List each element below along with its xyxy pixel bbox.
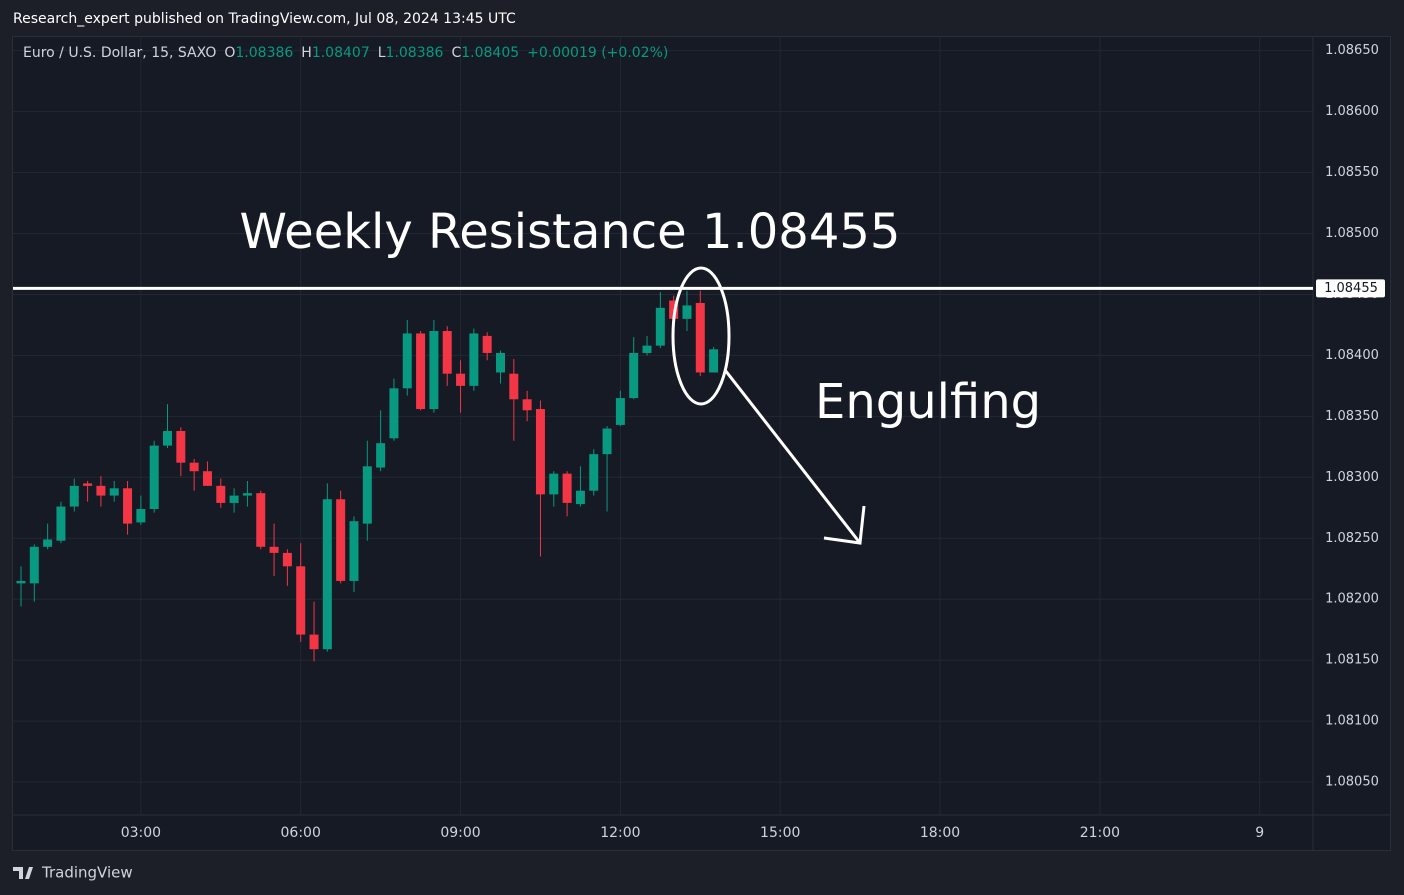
logo: TradingView	[13, 864, 133, 882]
candle-body	[615, 398, 625, 425]
candle-body	[549, 473, 559, 495]
x-tick-label: 9	[1255, 825, 1264, 841]
change: +0.00019 (+0.02%)	[527, 45, 668, 61]
y-tick-label: 1.08350	[1325, 409, 1379, 424]
candle-body	[389, 388, 399, 439]
candle-body	[29, 546, 39, 584]
y-tick-label: 1.08300	[1325, 470, 1379, 485]
symbol: Euro / U.S. Dollar, 15, SAXO	[23, 45, 216, 61]
candle-body	[496, 352, 505, 373]
candle-body	[83, 483, 93, 486]
x-tick-label: 12:00	[600, 825, 640, 841]
chart-panel	[12, 36, 1391, 851]
grid	[13, 36, 1313, 815]
candle-body	[522, 399, 532, 411]
pattern-label: Engulfing	[815, 374, 1041, 430]
y-tick-label: 1.08250	[1325, 531, 1379, 546]
candle-body	[589, 454, 599, 491]
candle-body	[136, 509, 146, 523]
candle-body	[575, 490, 585, 505]
candle-body	[336, 499, 346, 581]
price-tag-label: 1.08455	[1324, 281, 1378, 296]
y-tick-label: 1.08400	[1325, 348, 1379, 363]
candle-body	[456, 373, 466, 386]
candle-body	[642, 345, 652, 353]
candle-body	[709, 349, 719, 373]
x-tick-label: 09:00	[440, 825, 480, 841]
candle-body	[69, 485, 79, 507]
candle-body	[256, 493, 266, 547]
candle-body	[189, 462, 199, 472]
y-tick-label: 1.08100	[1325, 714, 1379, 729]
candle-body	[682, 305, 692, 319]
candle-body	[362, 466, 372, 524]
highlight-ellipse	[671, 266, 731, 406]
candle-body	[442, 331, 452, 374]
y-tick-label: 1.08500	[1325, 226, 1379, 241]
candle-body	[349, 521, 359, 581]
x-tick-label: 21:00	[1080, 825, 1120, 841]
logo-mark	[13, 867, 33, 879]
legend-label: H	[301, 45, 312, 61]
y-tick-label: 1.08550	[1325, 165, 1379, 180]
candle-body	[43, 539, 53, 547]
candle-body	[602, 428, 612, 455]
candle-body	[149, 445, 159, 510]
candle-body	[309, 634, 319, 650]
x-tick-label: 18:00	[920, 825, 960, 841]
candle-body	[322, 499, 332, 650]
candle-body	[469, 333, 479, 386]
candle-body	[695, 302, 705, 373]
candle-body	[509, 373, 519, 400]
candle-body	[482, 335, 492, 353]
candles	[16, 290, 719, 662]
arrow	[723, 369, 866, 545]
candle-body	[123, 488, 133, 524]
price-tag	[1316, 279, 1385, 298]
candle-body	[16, 580, 26, 584]
candle-body	[655, 307, 665, 346]
legend-label: L	[378, 45, 386, 61]
candle-body	[96, 485, 106, 496]
candle-body	[202, 471, 212, 486]
candle-body	[429, 331, 439, 410]
candle-body	[229, 495, 239, 503]
y-tick-label: 1.08650	[1325, 43, 1379, 58]
candle-body	[535, 409, 545, 495]
candle-body	[402, 333, 412, 389]
candle-body	[56, 506, 66, 541]
symbol-legend: Euro / U.S. Dollar, 15, SAXO O1.08386 H1.0…	[23, 45, 668, 61]
legend-value: 1.08386	[386, 45, 444, 61]
candle-body	[163, 430, 173, 446]
candle-body	[376, 443, 386, 468]
legend-value: 1.08407	[312, 45, 370, 61]
y-tick-label: 1.08600	[1325, 104, 1379, 119]
y-tick-label: 1.08150	[1325, 653, 1379, 668]
legend-value: 1.08405	[461, 45, 519, 61]
legend-value: 1.08386	[235, 45, 293, 61]
candle-body	[416, 333, 426, 410]
candle-body	[269, 546, 279, 553]
x-tick-label: 15:00	[760, 825, 800, 841]
candle-body	[109, 488, 119, 496]
y-tick-label: 1.08200	[1325, 592, 1379, 607]
candle-body	[562, 473, 572, 503]
attribution: Research_expert published on TradingView…	[13, 11, 516, 27]
y-tick-label: 1.08050	[1325, 775, 1379, 790]
candle-body	[296, 566, 306, 635]
candle-body	[282, 552, 292, 567]
legend-label: O	[224, 45, 235, 61]
x-tick-label: 06:00	[281, 825, 321, 841]
brand: TradingView	[41, 864, 133, 882]
resistance-label: Weekly Resistance 1.08455	[240, 204, 901, 260]
candle-body	[176, 430, 186, 463]
legend-label: C	[451, 45, 461, 61]
x-tick-label: 03:00	[121, 825, 161, 841]
candle-body	[216, 485, 226, 503]
candle-body	[242, 493, 252, 496]
candle-body	[629, 352, 639, 399]
